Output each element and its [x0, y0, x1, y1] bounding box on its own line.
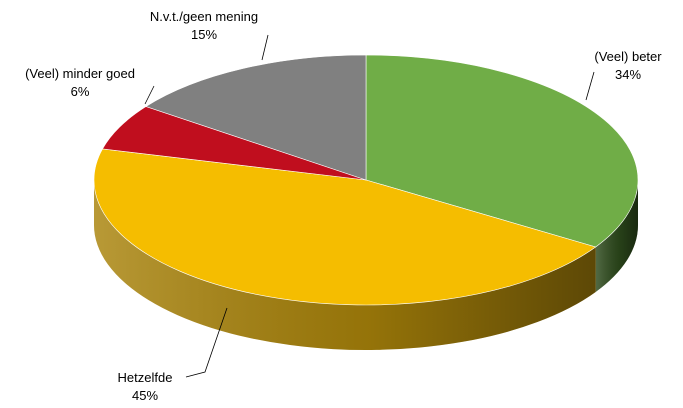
- leader-line: [185, 307, 228, 378]
- pie-slice-n-v-t-geen-mening: [145, 54, 367, 181]
- slice-category-label: Hetzelfde: [118, 370, 173, 385]
- slice-category-label: (Veel) minder goed: [25, 66, 135, 81]
- pie-slices: [93, 54, 639, 306]
- pie-side-shade-0: [595, 180, 638, 292]
- pie-slice-veel-beter: [365, 54, 639, 248]
- pie-labels: (Veel) beter 34% Hetzelfde 45% (Veel) minder…: [25, 9, 662, 403]
- slice-percent-label: 6%: [71, 84, 90, 99]
- slice-percent-label: 45%: [132, 388, 158, 403]
- leader-line: [144, 85, 155, 105]
- pie-side-walls: [94, 180, 638, 351]
- slice-category-label: (Veel) beter: [594, 49, 662, 64]
- leader-line: [261, 34, 269, 61]
- slice-percent-label: 15%: [191, 27, 217, 42]
- slice-category-label: N.v.t./geen mening: [150, 9, 258, 24]
- leader-line: [585, 71, 595, 101]
- pie-side-shade-1: [94, 180, 596, 351]
- pie-slice-hetzelfde: [93, 148, 597, 306]
- slice-percent-label: 34%: [615, 67, 641, 82]
